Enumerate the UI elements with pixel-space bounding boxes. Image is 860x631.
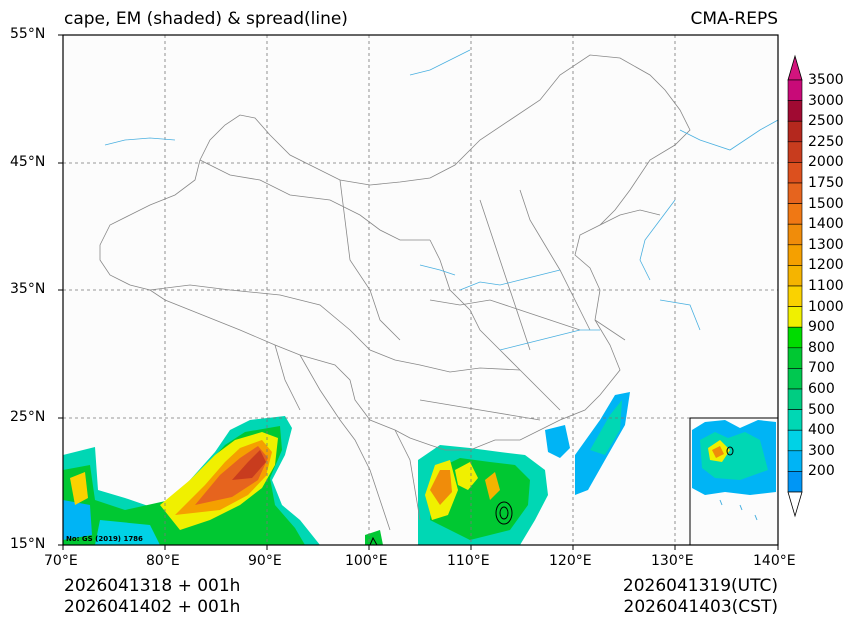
map-approval-number: No: GS (2019) 1786: [66, 535, 143, 543]
colorbar-tick-label: 2000: [808, 154, 844, 171]
init-time-utc: 2026041318 + 001h: [64, 576, 241, 596]
colorbar-tick-label: 2500: [808, 113, 844, 130]
colorbar-segment: [787, 265, 803, 287]
spread-contours: [369, 501, 513, 546]
valid-time-utc: 2026041319(UTC): [622, 576, 778, 596]
colorbar-segment: [787, 285, 803, 307]
colorbar-tick-label: 3500: [808, 72, 844, 88]
colorbar-segment: [787, 388, 803, 410]
colorbar-tick-label: 900: [808, 319, 835, 336]
colorbar-tick-label: 1300: [808, 236, 844, 253]
model-name: CMA-REPS: [690, 9, 778, 29]
admin-boundaries: [99, 54, 691, 531]
colorbar-tick-label: 1000: [808, 298, 844, 315]
lon-label-130: 130°E: [651, 553, 694, 569]
colorbar-tick-label: 700: [808, 360, 835, 377]
colorbar-extend-max: [787, 54, 803, 81]
colorbar-tick-label: 500: [808, 401, 835, 418]
colorbar-tick-label: 3000: [808, 92, 844, 109]
lon-label-140: 140°E: [753, 553, 796, 569]
colorbar: [787, 54, 803, 518]
init-time-cst: 2026041402 + 001h: [64, 597, 241, 617]
colorbar-tick-label: 2250: [808, 133, 844, 150]
colorbar-tick-label: 600: [808, 381, 835, 397]
colorbar-tick-label: 800: [808, 339, 835, 356]
colorbar-tick-label: 1100: [808, 278, 844, 294]
lon-label-110: 110°E: [447, 553, 490, 569]
colorbar-segment: [787, 471, 803, 493]
colorbar-segment: [787, 100, 803, 122]
lon-label-120: 120°E: [549, 553, 592, 569]
inset-map: [689, 417, 779, 546]
rivers: [104, 49, 778, 351]
colorbar-tick-label: 1200: [808, 257, 844, 274]
colorbar-segment: [787, 223, 803, 246]
colorbar-segment: [787, 79, 803, 101]
lat-label-25: 25°N: [10, 409, 46, 425]
lat-label-35: 35°N: [10, 281, 46, 297]
colorbar-tick-label: 1500: [808, 195, 844, 212]
lat-label-45: 45°N: [10, 154, 46, 170]
colorbar-segment: [787, 347, 803, 369]
colorbar-segment: [787, 141, 803, 163]
colorbar-tick-label: 1400: [808, 216, 844, 233]
lon-label-80: 80°E: [146, 553, 180, 569]
colorbar-tick-label: 1750: [808, 175, 844, 191]
lat-label-15: 15°N: [10, 536, 46, 552]
colorbar-segment: [787, 429, 803, 452]
colorbar-segment: [787, 244, 803, 266]
lon-label-100: 100°E: [345, 553, 388, 569]
colorbar-segment: [787, 326, 803, 349]
colorbar-segment: [787, 182, 803, 204]
cape-shading: [63, 392, 630, 545]
valid-time-cst: 2026041403(CST): [623, 597, 778, 617]
colorbar-tick-label: 400: [808, 422, 835, 439]
lon-label-90: 90°E: [248, 553, 282, 569]
colorbar-segment: [787, 162, 803, 184]
colorbar-segment: [787, 409, 803, 431]
colorbar-segment: [787, 306, 803, 328]
colorbar-extend-min: [787, 491, 803, 518]
graticule: [63, 35, 778, 545]
colorbar-segment: [787, 203, 803, 225]
colorbar-segment: [787, 120, 803, 143]
map-title: cape, EM (shaded) & spread(line): [64, 9, 348, 29]
tick-marks: [58, 34, 779, 550]
colorbar-segment: [787, 368, 803, 390]
lon-label-70: 70°E: [44, 553, 78, 569]
colorbar-tick-label: 200: [808, 463, 835, 480]
colorbar-segment: [787, 450, 803, 472]
lat-label-55: 55°N: [10, 26, 46, 42]
colorbar-tick-label: 300: [808, 442, 835, 459]
